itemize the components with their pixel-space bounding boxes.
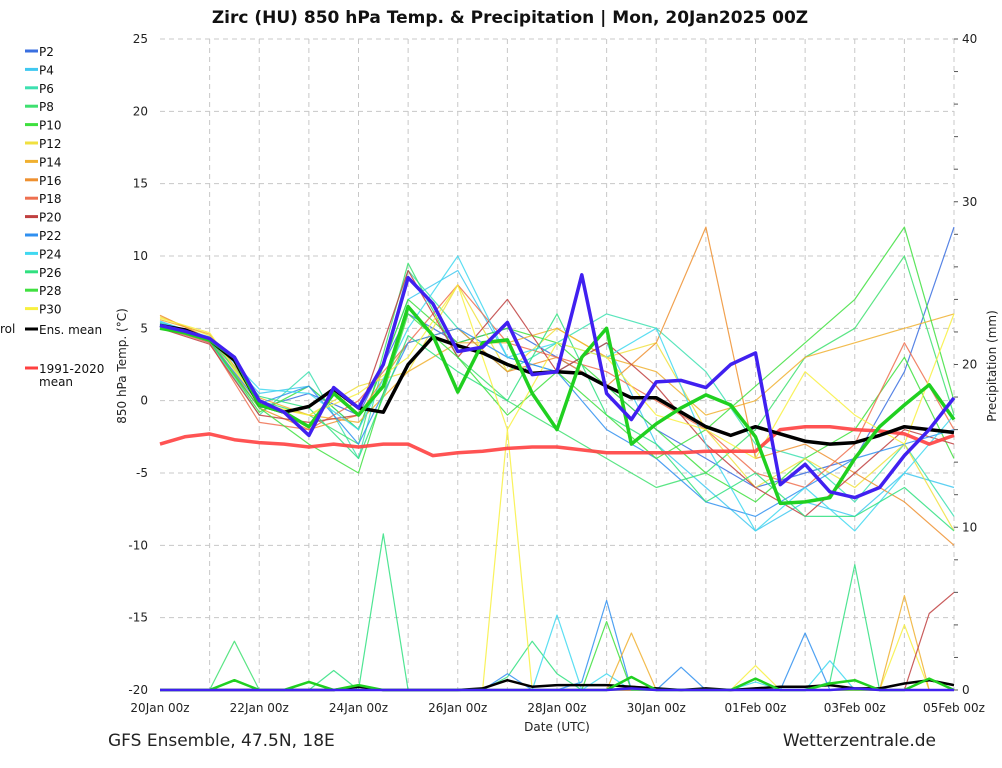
legend-label: P18 bbox=[39, 192, 62, 206]
y-tick-label: -10 bbox=[128, 538, 148, 552]
y-tick-label: -15 bbox=[128, 611, 148, 625]
x-tick-label: 05Feb 00z bbox=[923, 701, 985, 715]
x-tick-label: 26Jan 00z bbox=[428, 701, 487, 715]
x-tick-label: 28Jan 00z bbox=[527, 701, 586, 715]
legend-label: P6 bbox=[39, 82, 54, 96]
x-tick-label: 22Jan 00z bbox=[230, 701, 289, 715]
main-lines bbox=[159, 273, 956, 506]
legend-label: P12 bbox=[39, 137, 62, 151]
legend-label: P30 bbox=[39, 303, 62, 317]
y-tick-label: 5 bbox=[140, 321, 148, 335]
member-line-p26 bbox=[159, 313, 955, 532]
member-line-p18 bbox=[159, 284, 955, 489]
x-axis-label: Date (UTC) bbox=[524, 720, 590, 734]
y-axis-right: 40 30 20 10 0 bbox=[954, 32, 977, 697]
x-tick-label: 01Feb 00z bbox=[725, 701, 787, 715]
footer-site: Wetterzentrale.de bbox=[783, 731, 936, 751]
legend-label: P16 bbox=[39, 174, 62, 188]
legend-label: P24 bbox=[39, 247, 62, 261]
y-right-tick-label: 0 bbox=[962, 683, 970, 697]
legend-label: 1991-2020 mean bbox=[39, 362, 104, 389]
y-axis-right-label: Precipitation (mm) bbox=[985, 310, 999, 422]
y-right-tick-label: 30 bbox=[962, 195, 977, 209]
y-right-tick-label: 40 bbox=[962, 32, 977, 46]
y-tick-label: 25 bbox=[133, 32, 148, 46]
legend-label: P2 bbox=[39, 45, 54, 59]
x-tick-label: 03Feb 00z bbox=[824, 701, 886, 715]
grid bbox=[160, 38, 955, 691]
y-tick-label: 15 bbox=[133, 177, 148, 191]
footer-source: GFS Ensemble, 47.5N, 18E bbox=[108, 731, 335, 751]
legend-label: P20 bbox=[39, 211, 62, 225]
y-axis-label: 850 hPa Temp. (°C) bbox=[115, 308, 129, 424]
y-right-tick-label: 10 bbox=[962, 520, 977, 534]
legend-label: P4 bbox=[39, 63, 54, 77]
y-tick-label: 0 bbox=[140, 394, 148, 408]
x-tick-label: 20Jan 00z bbox=[130, 701, 189, 715]
legend-label: P26 bbox=[39, 266, 62, 280]
legend: P2 P4 P6 P8 P10 P12 P14 P16 P18 P20 P22 P24 P26 P28 P3… bbox=[25, 45, 104, 389]
precip-control-line bbox=[160, 687, 954, 692]
x-tick-label: 30Jan 00z bbox=[627, 701, 686, 715]
y-tick-label: 20 bbox=[133, 104, 148, 118]
control-line bbox=[159, 273, 956, 500]
legend-label: P10 bbox=[39, 119, 62, 133]
legend-label: P22 bbox=[39, 229, 62, 243]
precip-lines bbox=[160, 429, 955, 692]
chart-title: Zirc (HU) 850 hPa Temp. & Precipitation … bbox=[212, 8, 808, 28]
y-tick-label: -5 bbox=[136, 466, 148, 480]
legend-label: P14 bbox=[39, 155, 62, 169]
y-axis-left: 25 20 15 10 5 0 -5 -10 -15 -20 bbox=[128, 32, 148, 697]
x-tick-label: 24Jan 00z bbox=[329, 701, 388, 715]
precip-line-p30 bbox=[160, 429, 954, 691]
y-right-tick-label: 20 bbox=[962, 358, 977, 372]
x-axis: 20Jan 00z 22Jan 00z 24Jan 00z 26Jan 00z 28Ja… bbox=[130, 701, 985, 715]
legend-label: P28 bbox=[39, 284, 62, 298]
legend-label: Ens. mean bbox=[39, 323, 102, 337]
y-tick-label: -20 bbox=[128, 683, 148, 697]
operational-line bbox=[159, 304, 956, 506]
y-tick-label: 10 bbox=[133, 249, 148, 263]
legend-label: P8 bbox=[39, 100, 54, 114]
climatology-line bbox=[159, 424, 955, 458]
legend-control-partial: rol bbox=[0, 322, 15, 336]
